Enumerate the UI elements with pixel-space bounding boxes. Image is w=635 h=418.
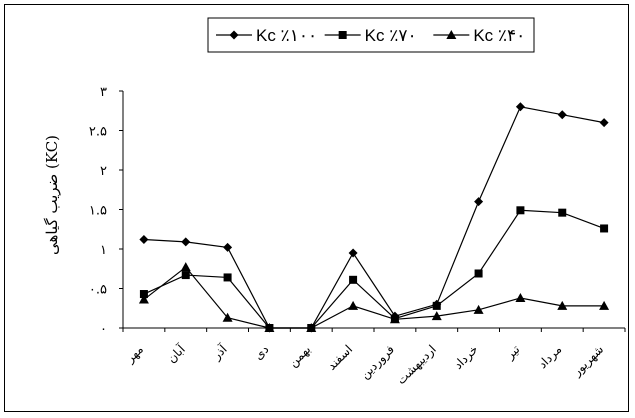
data-point: [181, 237, 191, 247]
legend-marker: [338, 31, 347, 39]
x-tick-label: شهریور: [569, 342, 607, 380]
y-tick-label: ۱.۵: [89, 204, 107, 219]
data-point: [431, 311, 442, 321]
legend-label: Kc ٪۱۰۰: [256, 26, 317, 45]
data-point: [349, 275, 358, 284]
y-tick-label: ۳: [100, 85, 107, 100]
x-tick-label: اردیبهشت: [394, 342, 440, 388]
data-point: [557, 300, 568, 310]
x-tick-label: مرداد: [535, 342, 565, 372]
data-point: [222, 312, 233, 322]
x-tick-label: دی: [251, 342, 271, 362]
data-point: [515, 102, 525, 112]
data-point: [599, 118, 609, 128]
data-point: [138, 294, 149, 304]
x-tick-label: آذر: [208, 341, 231, 364]
x-tick-label: خرداد: [451, 342, 481, 372]
data-point: [600, 224, 609, 233]
x-tick-label: آبان: [164, 341, 189, 366]
data-point: [264, 323, 275, 332]
data-point: [389, 314, 400, 324]
series-triangle: [138, 262, 610, 332]
data-point: [139, 235, 149, 245]
legend-box: [207, 17, 535, 53]
data-point: [474, 269, 483, 278]
y-tick-label: ۰.۵: [89, 283, 107, 298]
legend-marker: [229, 30, 239, 40]
series-line: [143, 209, 605, 329]
data-point: [348, 248, 358, 258]
data-point: [139, 290, 148, 299]
data-point: [557, 110, 567, 120]
plot-area: ۰ ۰.۵ ۱ ۱.۵ ۲ ۲.۵ ۳ مهر آبان آذر دی بهمن اسفند فروردی…: [89, 85, 626, 388]
x-tick-label: فروردین: [358, 342, 398, 382]
x-tick-label: اسفند: [325, 342, 356, 373]
series-line: [143, 106, 605, 329]
legend-label: Kc ٪۴۰: [473, 26, 525, 45]
data-point: [223, 273, 232, 282]
data-point: [306, 323, 317, 332]
y-tick-label: ۲: [100, 164, 107, 179]
data-point: [432, 301, 441, 310]
data-point: [180, 262, 191, 272]
legend: Kc ٪۱۰۰ Kc ٪۷۰ Kc ٪۴۰: [207, 17, 535, 53]
data-point: [474, 197, 484, 207]
y-axis-label: ضریب گیاهی (KC): [43, 135, 61, 255]
data-point: [348, 300, 359, 310]
data-point: [599, 300, 610, 310]
data-point: [516, 206, 525, 215]
y-tick-label: ۱: [100, 243, 107, 258]
line-chart: ۰ ۰.۵ ۱ ۱.۵ ۲ ۲.۵ ۳ مهر آبان آذر دی بهمن اسفند فروردی…: [43, 17, 626, 388]
data-point: [515, 292, 526, 302]
y-tick-label: ۰: [100, 322, 107, 337]
x-tick-label: بهمن: [286, 342, 314, 370]
data-point: [473, 304, 484, 314]
x-tick-label: مهر: [122, 342, 146, 366]
chart-frame: ۰ ۰.۵ ۱ ۱.۵ ۲ ۲.۵ ۳ مهر آبان آذر دی بهمن اسفند فروردی…: [4, 4, 629, 412]
y-tick-label: ۲.۵: [89, 125, 107, 140]
series-diamond: [139, 102, 609, 333]
legend-marker: [446, 30, 457, 39]
data-point: [558, 208, 567, 217]
legend-label: Kc ٪۷۰: [365, 26, 417, 45]
data-point: [223, 242, 233, 252]
data-point: [181, 271, 190, 280]
x-tick-label: تیر: [502, 342, 523, 363]
series-square: [139, 206, 609, 332]
series-line: [143, 266, 605, 329]
